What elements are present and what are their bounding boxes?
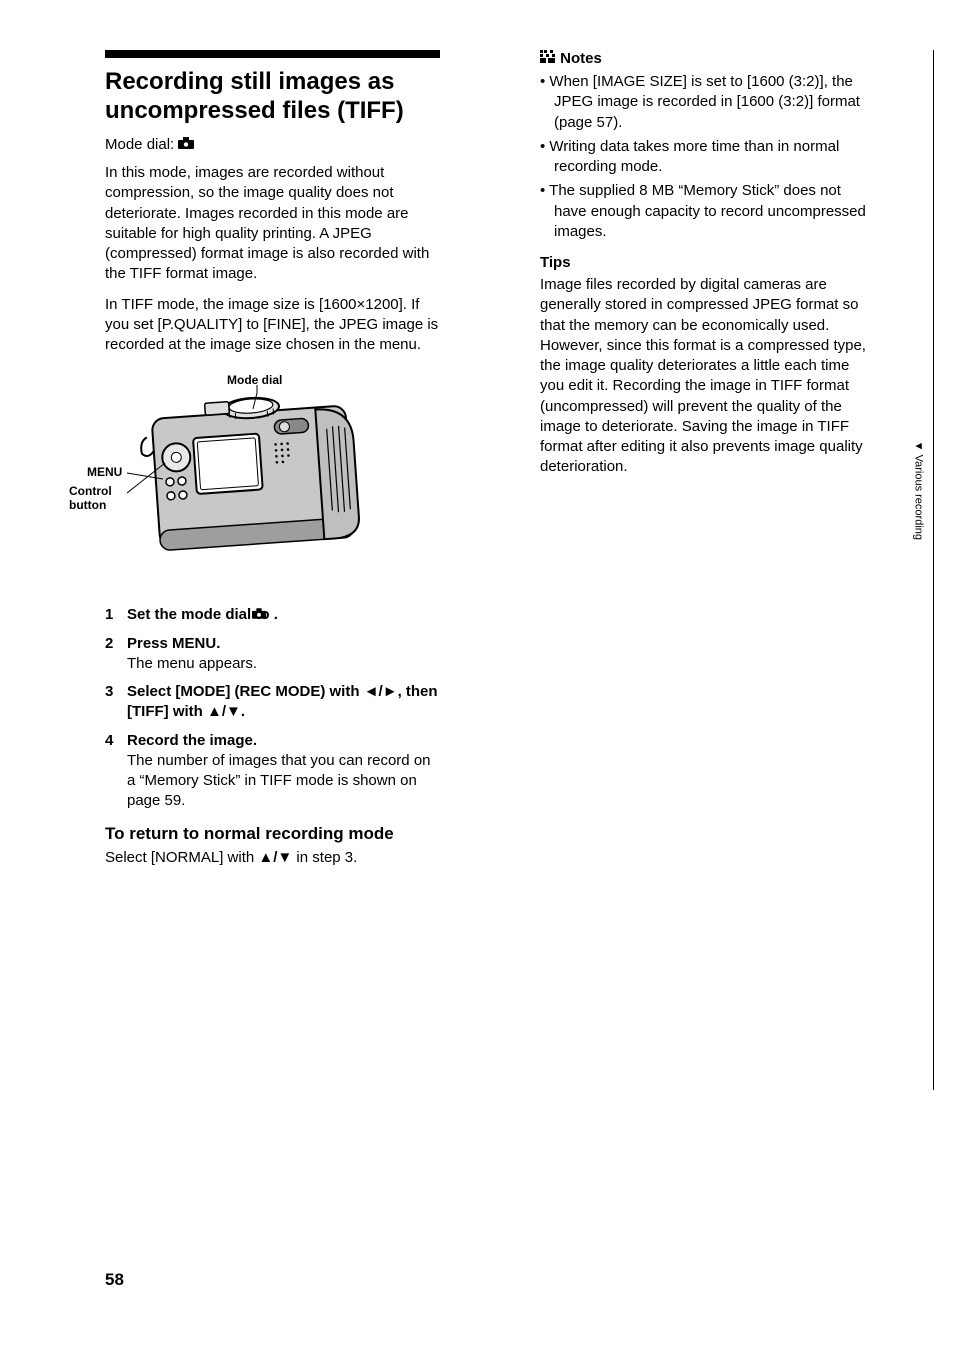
label-mode-dial: Mode dial	[227, 373, 282, 387]
return-text-b: in step 3.	[292, 849, 357, 866]
note-1: When [IMAGE SIZE] is set to [1600 (3:2)]…	[540, 72, 875, 133]
section-rule	[105, 50, 440, 58]
step-3: 3Select [MODE] (REC MODE) with ◄/►, then…	[105, 682, 440, 723]
intro-paragraph: In this mode, images are recorded withou…	[105, 163, 440, 285]
step-number: 2	[105, 634, 127, 654]
section-title: Recording still images as uncompressed f…	[105, 68, 440, 126]
notes-label: Notes	[560, 50, 602, 67]
step2-sub: The menu appears.	[127, 655, 257, 672]
step-4: 4Record the image. The number of images …	[105, 731, 440, 812]
step-2: 2Press MENU. The menu appears.	[105, 634, 440, 675]
camera-icon	[178, 136, 194, 153]
step3-text-a: Select [MODE] (REC MODE) with	[127, 683, 364, 700]
step4-text-b: The number of images that you can record…	[127, 752, 431, 810]
checkerboard-icon	[540, 50, 556, 68]
label-menu: MENU	[87, 465, 122, 479]
label-control-button: Control button	[69, 485, 125, 511]
step-1: 1Set the mode dial to .	[105, 605, 440, 625]
camera-back-illustration	[105, 385, 385, 585]
side-section-label: ▼ Various recording	[912, 441, 924, 540]
step4-text-a: Record the image.	[127, 732, 257, 749]
step-number: 1	[105, 605, 127, 625]
step3-text-c: .	[241, 703, 245, 720]
page-edge-divider	[933, 50, 934, 1090]
right-column: Notes When [IMAGE SIZE] is set to [1600 …	[540, 50, 875, 488]
page-number: 58	[105, 1270, 124, 1290]
note-2: Writing data takes more time than in nor…	[540, 137, 875, 178]
mode-dial-line: Mode dial:	[105, 136, 440, 154]
up-down-arrows: ▲/▼	[207, 703, 241, 720]
camera-figure: Mode dial MENU Control button	[105, 385, 385, 585]
page-content: Recording still images as uncompressed f…	[105, 50, 875, 878]
example-paragraph: In TIFF mode, the image size is [1600×12…	[105, 295, 440, 356]
left-right-arrows: ◄/►	[364, 683, 398, 700]
step-number: 4	[105, 731, 127, 751]
step2-text: Press MENU.	[127, 635, 220, 652]
step1-text-b: .	[274, 606, 278, 623]
tips-body: Image files recorded by digital cameras …	[540, 275, 875, 478]
step-number: 3	[105, 682, 127, 702]
return-text: Select [NORMAL] with ▲/▼ in step 3.	[105, 848, 440, 868]
return-text-a: Select [NORMAL] with	[105, 849, 258, 866]
tips-heading: Tips	[540, 254, 875, 271]
mode-dial-prefix: Mode dial:	[105, 136, 178, 153]
notes-heading: Notes	[540, 50, 875, 68]
up-down-arrows: ▲/▼	[258, 849, 292, 866]
left-column: Recording still images as uncompressed f…	[105, 50, 440, 878]
note-3: The supplied 8 MB “Memory Stick” does no…	[540, 181, 875, 242]
return-heading: To return to normal recording mode	[105, 824, 440, 844]
